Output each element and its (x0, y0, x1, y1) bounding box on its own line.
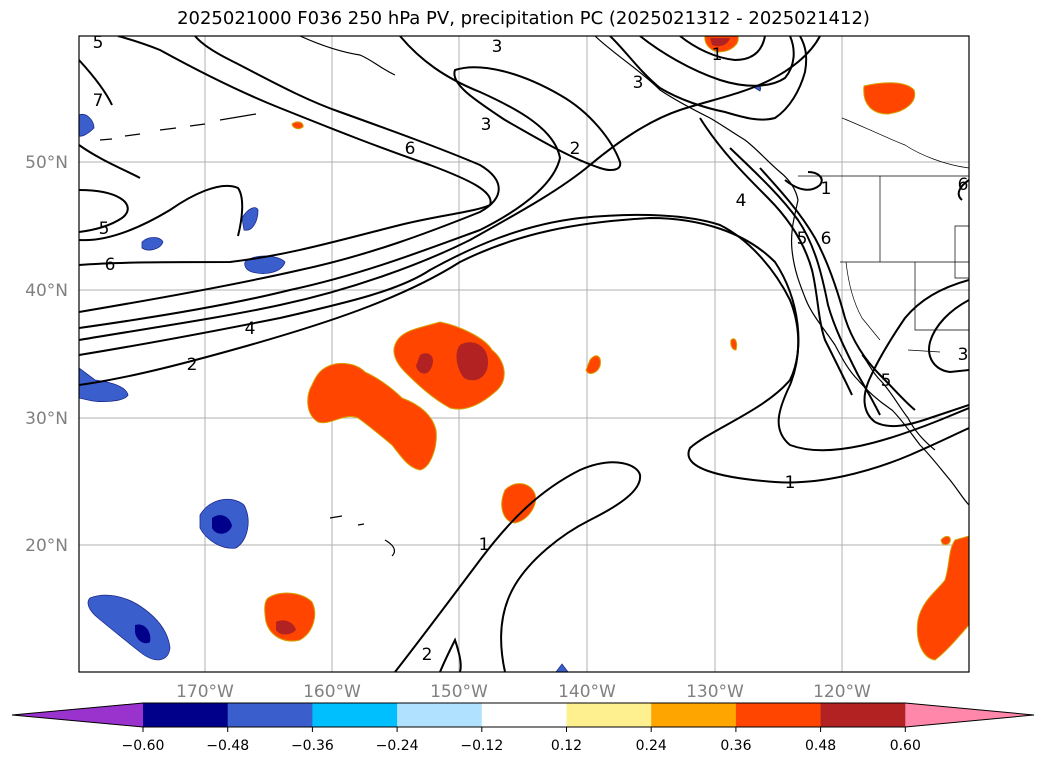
colorbar-segment (735, 703, 822, 727)
contour-label: 6 (821, 229, 832, 249)
lon-label: 120°W (813, 682, 871, 702)
map-border (78, 35, 970, 673)
lat-label: 50°N (25, 153, 68, 173)
colorbar-tick-label: −0.60 (122, 738, 165, 754)
colorbar-segment (312, 703, 398, 727)
contour-label: 3 (492, 37, 503, 57)
lat-label: 40°N (25, 281, 68, 301)
colorbar-segment (820, 703, 906, 727)
pv-contours (79, 36, 969, 672)
contour-label: 6 (958, 175, 969, 195)
contour-label: 4 (245, 319, 256, 339)
map-area (79, 36, 969, 672)
colorbar-tick-label: 0.36 (720, 738, 751, 754)
colorbar-extend-low (12, 703, 143, 727)
lon-label: 170°W (176, 682, 234, 702)
colorbar-extend-high (905, 703, 1034, 727)
contour-label: 1 (785, 473, 796, 493)
colorbar-tick-label: −0.24 (376, 738, 419, 754)
colorbar-tick-label: 0.48 (805, 738, 836, 754)
contour-label: 2 (187, 355, 198, 375)
colorbar-tick-label: −0.48 (206, 738, 249, 754)
colorbar: −0.60 −0.48 −0.36 −0.24 −0.12 0.12 0.24 0.36 0.4… (11, 702, 1035, 754)
contour-label: 5 (93, 33, 104, 53)
contour-label: 7 (93, 91, 104, 111)
lat-labels: 50°N 40°N 30°N 20°N (25, 153, 68, 556)
contour-label: 5 (797, 229, 808, 249)
contour-label: 2 (422, 645, 433, 665)
coastlines (99, 36, 969, 557)
colorbar-tick-label: 0.60 (890, 738, 921, 754)
contour-labels: 5 7 5 6 4 2 3 3 6 2 3 1 4 5 6 1 6 3 5 1 … (93, 33, 969, 665)
contour-label: 2 (570, 139, 581, 159)
colorbar-tick-label: −0.12 (460, 738, 503, 754)
lon-label: 160°W (303, 682, 361, 702)
contour-label: 3 (481, 115, 492, 135)
colorbar-tick-label: 0.12 (551, 738, 582, 754)
lat-label: 20°N (25, 536, 68, 556)
political-borders (798, 117, 969, 353)
precip-negative (79, 85, 761, 672)
precip-positive (264, 36, 969, 661)
lon-label: 130°W (686, 682, 744, 702)
colorbar-tick-label: −0.36 (291, 738, 334, 754)
contour-label: 1 (479, 535, 490, 555)
colorbar-segment (481, 703, 567, 727)
contour-label: 3 (633, 73, 644, 93)
colorbar-segment (397, 703, 483, 727)
lat-label: 30°N (25, 409, 68, 429)
lon-labels: 170°W 160°W 150°W 140°W 130°W 120°W (176, 682, 871, 702)
contour-label: 4 (736, 191, 747, 211)
contour-label: 1 (821, 179, 832, 199)
colorbar-segment (651, 703, 737, 727)
contour-label: 3 (958, 345, 969, 365)
lon-label: 140°W (558, 682, 616, 702)
contour-label: 6 (105, 255, 116, 275)
lon-label: 150°W (430, 682, 488, 702)
colorbar-segment (227, 703, 313, 727)
map-title: 2025021000 F036 250 hPa PV, precipitatio… (177, 8, 870, 29)
colorbar-tick-label: 0.24 (636, 738, 667, 754)
contour-label: 5 (99, 219, 110, 239)
colorbar-segment (143, 703, 229, 727)
contour-label: 6 (405, 139, 416, 159)
contour-label: 5 (881, 371, 892, 391)
contour-label: 1 (712, 45, 723, 65)
colorbar-segment (566, 703, 652, 727)
